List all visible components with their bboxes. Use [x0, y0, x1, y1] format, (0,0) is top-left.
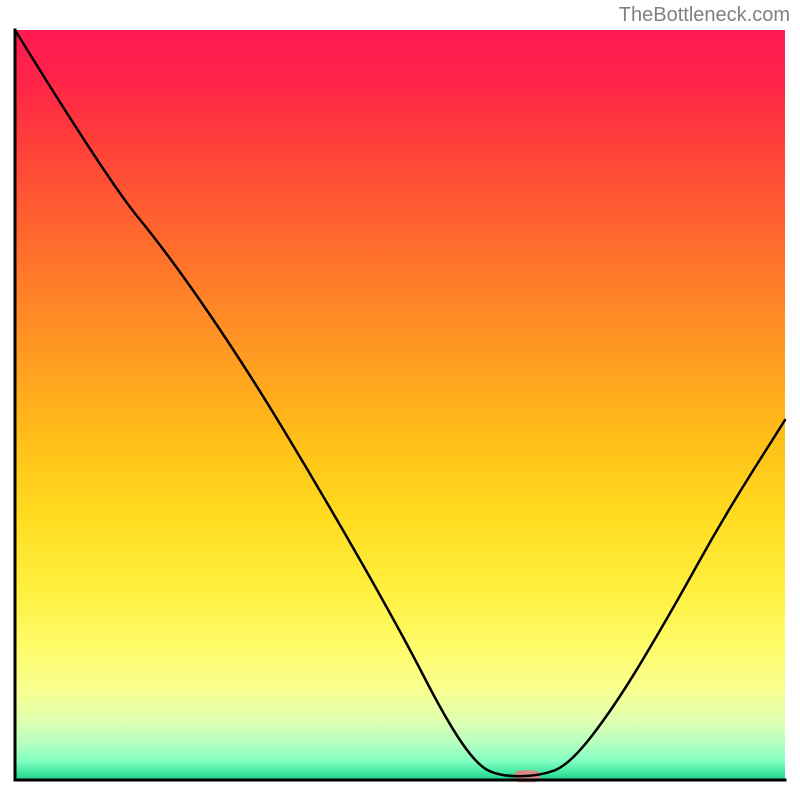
chart-background	[15, 30, 785, 780]
watermark-text: TheBottleneck.com	[619, 4, 790, 27]
chart-container: TheBottleneck.com	[0, 0, 800, 800]
bottleneck-chart	[0, 0, 800, 800]
